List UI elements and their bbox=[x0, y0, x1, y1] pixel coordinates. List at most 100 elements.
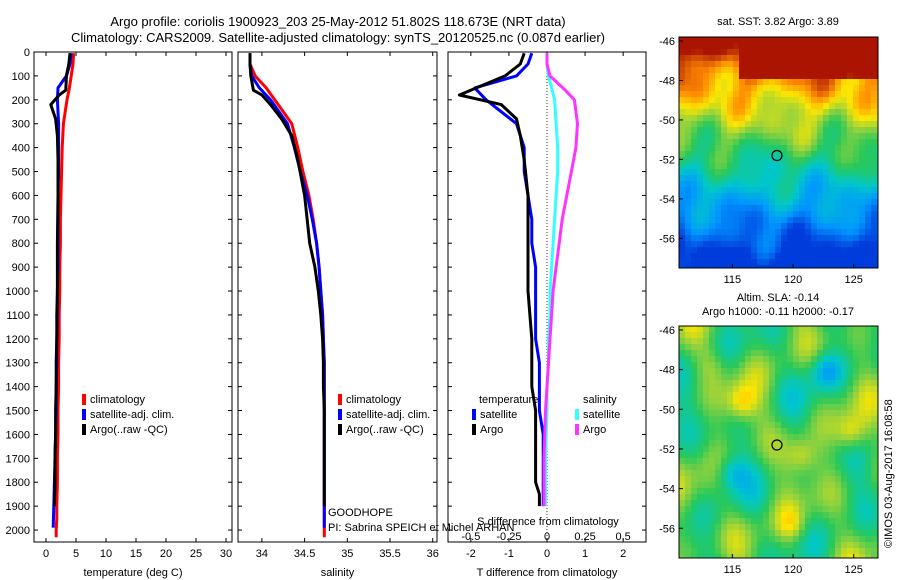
map-cell bbox=[817, 536, 824, 543]
map-cell bbox=[697, 43, 704, 50]
map-cell bbox=[871, 187, 878, 194]
map-cell bbox=[733, 518, 740, 525]
map-cell bbox=[847, 476, 854, 483]
map-cell bbox=[835, 380, 842, 387]
map-cell bbox=[745, 211, 752, 218]
map-cell bbox=[799, 187, 806, 194]
map-cell bbox=[745, 398, 752, 405]
map-cell bbox=[793, 133, 800, 140]
map-cell bbox=[769, 362, 776, 369]
map-cell bbox=[805, 223, 812, 230]
legend-header-temperature: temperature bbox=[479, 394, 538, 406]
map-cell bbox=[757, 55, 764, 62]
map-cell bbox=[769, 530, 776, 537]
map-cell bbox=[871, 404, 878, 411]
map-cell bbox=[817, 49, 824, 56]
map-cell bbox=[757, 163, 764, 170]
map-cell bbox=[769, 181, 776, 188]
map-cell bbox=[811, 181, 818, 188]
map-cell bbox=[691, 67, 698, 74]
map-cell bbox=[709, 127, 716, 134]
map-cell bbox=[835, 494, 842, 501]
map-cell bbox=[811, 91, 818, 98]
map-cell bbox=[865, 440, 872, 447]
map-cell bbox=[757, 548, 764, 555]
map-cell bbox=[763, 109, 770, 116]
map-cell bbox=[805, 43, 812, 50]
map-cell bbox=[763, 37, 770, 44]
map-cell bbox=[739, 127, 746, 134]
map-cell bbox=[685, 428, 692, 435]
map-cell bbox=[793, 398, 800, 405]
map-cell bbox=[805, 247, 812, 254]
map-cell bbox=[721, 398, 728, 405]
map-cell bbox=[679, 554, 686, 559]
map-cell bbox=[829, 512, 836, 519]
x-axis-label: temperature (deg C) bbox=[83, 567, 182, 579]
map-cell bbox=[799, 55, 806, 62]
map-cell bbox=[703, 187, 710, 194]
map-cell bbox=[739, 422, 746, 429]
map-cell bbox=[835, 247, 842, 254]
map-cell bbox=[817, 512, 824, 519]
map-cell bbox=[757, 169, 764, 176]
map-cell bbox=[721, 235, 728, 242]
map-cell bbox=[721, 217, 728, 224]
map-cell bbox=[691, 506, 698, 513]
x-tick-label: 2 bbox=[620, 548, 626, 560]
map-cell bbox=[727, 61, 734, 68]
map-cell bbox=[733, 145, 740, 152]
map-cell bbox=[703, 223, 710, 230]
map-cell bbox=[757, 464, 764, 471]
map-cell bbox=[721, 380, 728, 387]
map-cell bbox=[703, 169, 710, 176]
map-cell bbox=[745, 332, 752, 339]
map-cell bbox=[811, 452, 818, 459]
map-cell bbox=[679, 55, 686, 62]
map-cell bbox=[871, 151, 878, 158]
map-cell bbox=[835, 127, 842, 134]
map-cell bbox=[823, 482, 830, 489]
map-cell bbox=[787, 518, 794, 525]
map-cell bbox=[823, 488, 830, 495]
map-cell bbox=[859, 494, 866, 501]
map-cell bbox=[811, 344, 818, 351]
title-line-2: Climatology: CARS2009. Satellite-adjuste… bbox=[71, 30, 605, 45]
x-tick-label: 34 bbox=[256, 548, 268, 560]
map-cell bbox=[751, 265, 758, 269]
y-tick-label: 1200 bbox=[6, 334, 30, 346]
map-cell bbox=[775, 440, 782, 447]
map-cell bbox=[727, 446, 734, 453]
map-cell bbox=[871, 175, 878, 182]
map-cell bbox=[709, 79, 716, 86]
map-cell bbox=[709, 169, 716, 176]
map-cell bbox=[847, 175, 854, 182]
map-cell bbox=[799, 73, 806, 80]
map-cell bbox=[787, 259, 794, 266]
map-cell bbox=[799, 524, 806, 531]
map-cell bbox=[703, 434, 710, 441]
map-cell bbox=[733, 163, 740, 170]
x-tick-label: 36 bbox=[427, 548, 439, 560]
map-cell bbox=[841, 49, 848, 56]
map-cell bbox=[691, 494, 698, 501]
map-cell bbox=[847, 133, 854, 140]
map-cell bbox=[757, 97, 764, 104]
map-cell bbox=[751, 115, 758, 122]
map-cell bbox=[805, 476, 812, 483]
map-cell bbox=[859, 524, 866, 531]
map-cell bbox=[781, 97, 788, 104]
map-cell bbox=[859, 187, 866, 194]
map-cell bbox=[757, 326, 764, 333]
legend-label: Argo bbox=[583, 424, 606, 436]
map-cell bbox=[787, 133, 794, 140]
map-cell bbox=[703, 61, 710, 68]
map-cell bbox=[757, 247, 764, 254]
y-tick-label: -54 bbox=[659, 484, 675, 496]
map-cell bbox=[823, 512, 830, 519]
map-cell bbox=[745, 428, 752, 435]
map-cell bbox=[775, 530, 782, 537]
map-cell bbox=[787, 253, 794, 260]
map-cell bbox=[769, 380, 776, 387]
map-cell bbox=[709, 452, 716, 459]
